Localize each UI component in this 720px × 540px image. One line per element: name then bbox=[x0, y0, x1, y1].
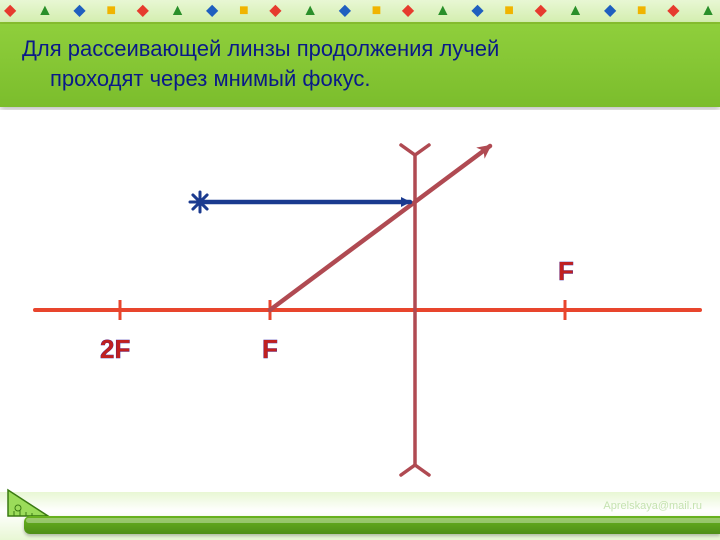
light-source-icon bbox=[190, 192, 210, 212]
lens-diagram: 2F F F bbox=[0, 110, 720, 492]
decorative-shape: ◆ bbox=[4, 3, 16, 19]
decorative-shape: ◆ bbox=[535, 3, 547, 19]
decorative-shape: ▲ bbox=[302, 3, 318, 19]
footer-url: Aprelskaya@mail.ru bbox=[603, 500, 702, 512]
diagram-svg: 2F F F bbox=[0, 110, 720, 492]
refracted-ray bbox=[270, 146, 490, 310]
decorative-shape: ◆ bbox=[402, 3, 414, 19]
ruler-icon bbox=[6, 488, 50, 518]
top-decorative-border: ◆ ▲ ◆ ■ ◆ ▲ ◆ ■ ◆ ▲ ◆ ■ ◆ ▲ ◆ ■ ◆ ▲ ◆ ■ ◆ ▲ bbox=[0, 0, 720, 24]
decorative-shape: ▲ bbox=[435, 3, 451, 19]
decorative-shape: ▲ bbox=[568, 3, 584, 19]
pencil-bar bbox=[24, 516, 720, 534]
decorative-shape: ◆ bbox=[604, 3, 616, 19]
lens-cap-top bbox=[401, 145, 429, 155]
title-line-2: проходят через мнимый фокус. bbox=[22, 64, 698, 94]
bottom-decorative-border: Aprelskaya@mail.ru bbox=[0, 492, 720, 540]
decorative-shape: ■ bbox=[504, 3, 514, 19]
title-line-1: Для рассеивающей линзы продолжения лучей bbox=[22, 34, 698, 64]
decorative-shape: ◆ bbox=[339, 3, 351, 19]
decorative-shape: ■ bbox=[106, 3, 116, 19]
decorative-shape: ◆ bbox=[137, 3, 149, 19]
decorative-shape: ◆ bbox=[73, 3, 85, 19]
decorative-shape: ◆ bbox=[269, 3, 281, 19]
decorative-shape: ▲ bbox=[170, 3, 186, 19]
decorative-shape: ▲ bbox=[700, 3, 716, 19]
focal-label: F bbox=[262, 334, 278, 364]
decorative-shape: ◆ bbox=[206, 3, 218, 19]
decorative-shape: ■ bbox=[239, 3, 249, 19]
decorative-shape: ▲ bbox=[37, 3, 53, 19]
decorative-shape: ■ bbox=[372, 3, 382, 19]
decorative-shape: ◆ bbox=[471, 3, 483, 19]
decorative-shape: ◆ bbox=[667, 3, 679, 19]
lens-cap-bottom bbox=[401, 465, 429, 475]
decorative-shape: ■ bbox=[637, 3, 647, 19]
title-bar: Для рассеивающей линзы продолжения лучей… bbox=[0, 24, 720, 107]
focal-label: 2F bbox=[100, 334, 130, 364]
focal-label: F bbox=[558, 256, 574, 286]
